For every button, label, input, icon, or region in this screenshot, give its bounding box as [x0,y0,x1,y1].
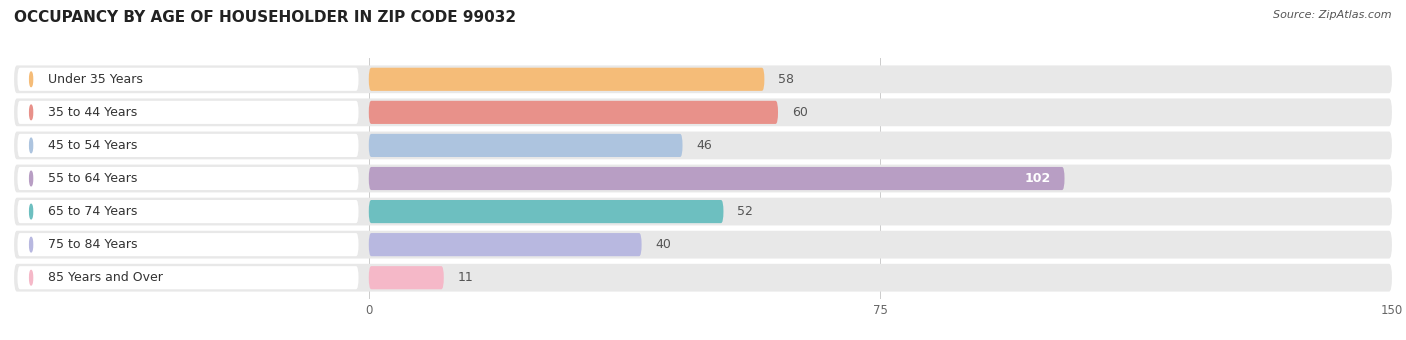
Text: 58: 58 [778,73,794,86]
Text: Under 35 Years: Under 35 Years [48,73,143,86]
FancyBboxPatch shape [368,233,641,256]
FancyBboxPatch shape [14,165,1392,192]
FancyBboxPatch shape [368,266,444,289]
Text: Source: ZipAtlas.com: Source: ZipAtlas.com [1274,10,1392,20]
Circle shape [30,72,32,87]
Circle shape [30,171,32,186]
Text: 11: 11 [457,271,474,284]
FancyBboxPatch shape [17,134,359,157]
Circle shape [30,138,32,153]
Text: 52: 52 [737,205,754,218]
FancyBboxPatch shape [368,167,1064,190]
Text: 65 to 74 Years: 65 to 74 Years [48,205,138,218]
Text: 85 Years and Over: 85 Years and Over [48,271,163,284]
Circle shape [30,204,32,219]
FancyBboxPatch shape [14,99,1392,126]
FancyBboxPatch shape [17,233,359,256]
Circle shape [30,237,32,252]
Text: 55 to 64 Years: 55 to 64 Years [48,172,138,185]
FancyBboxPatch shape [14,65,1392,93]
Text: OCCUPANCY BY AGE OF HOUSEHOLDER IN ZIP CODE 99032: OCCUPANCY BY AGE OF HOUSEHOLDER IN ZIP C… [14,10,516,25]
FancyBboxPatch shape [17,167,359,190]
Text: 46: 46 [696,139,711,152]
Text: 60: 60 [792,106,807,119]
FancyBboxPatch shape [14,231,1392,258]
Text: 75 to 84 Years: 75 to 84 Years [48,238,138,251]
FancyBboxPatch shape [17,266,359,289]
Text: 40: 40 [655,238,671,251]
FancyBboxPatch shape [17,101,359,124]
FancyBboxPatch shape [17,68,359,91]
Circle shape [30,270,32,285]
FancyBboxPatch shape [368,134,682,157]
FancyBboxPatch shape [368,101,778,124]
FancyBboxPatch shape [368,68,765,91]
FancyBboxPatch shape [14,132,1392,159]
FancyBboxPatch shape [14,198,1392,225]
FancyBboxPatch shape [17,200,359,223]
FancyBboxPatch shape [14,264,1392,292]
Circle shape [30,105,32,120]
FancyBboxPatch shape [368,200,724,223]
Text: 35 to 44 Years: 35 to 44 Years [48,106,138,119]
Text: 102: 102 [1025,172,1050,185]
Text: 45 to 54 Years: 45 to 54 Years [48,139,138,152]
